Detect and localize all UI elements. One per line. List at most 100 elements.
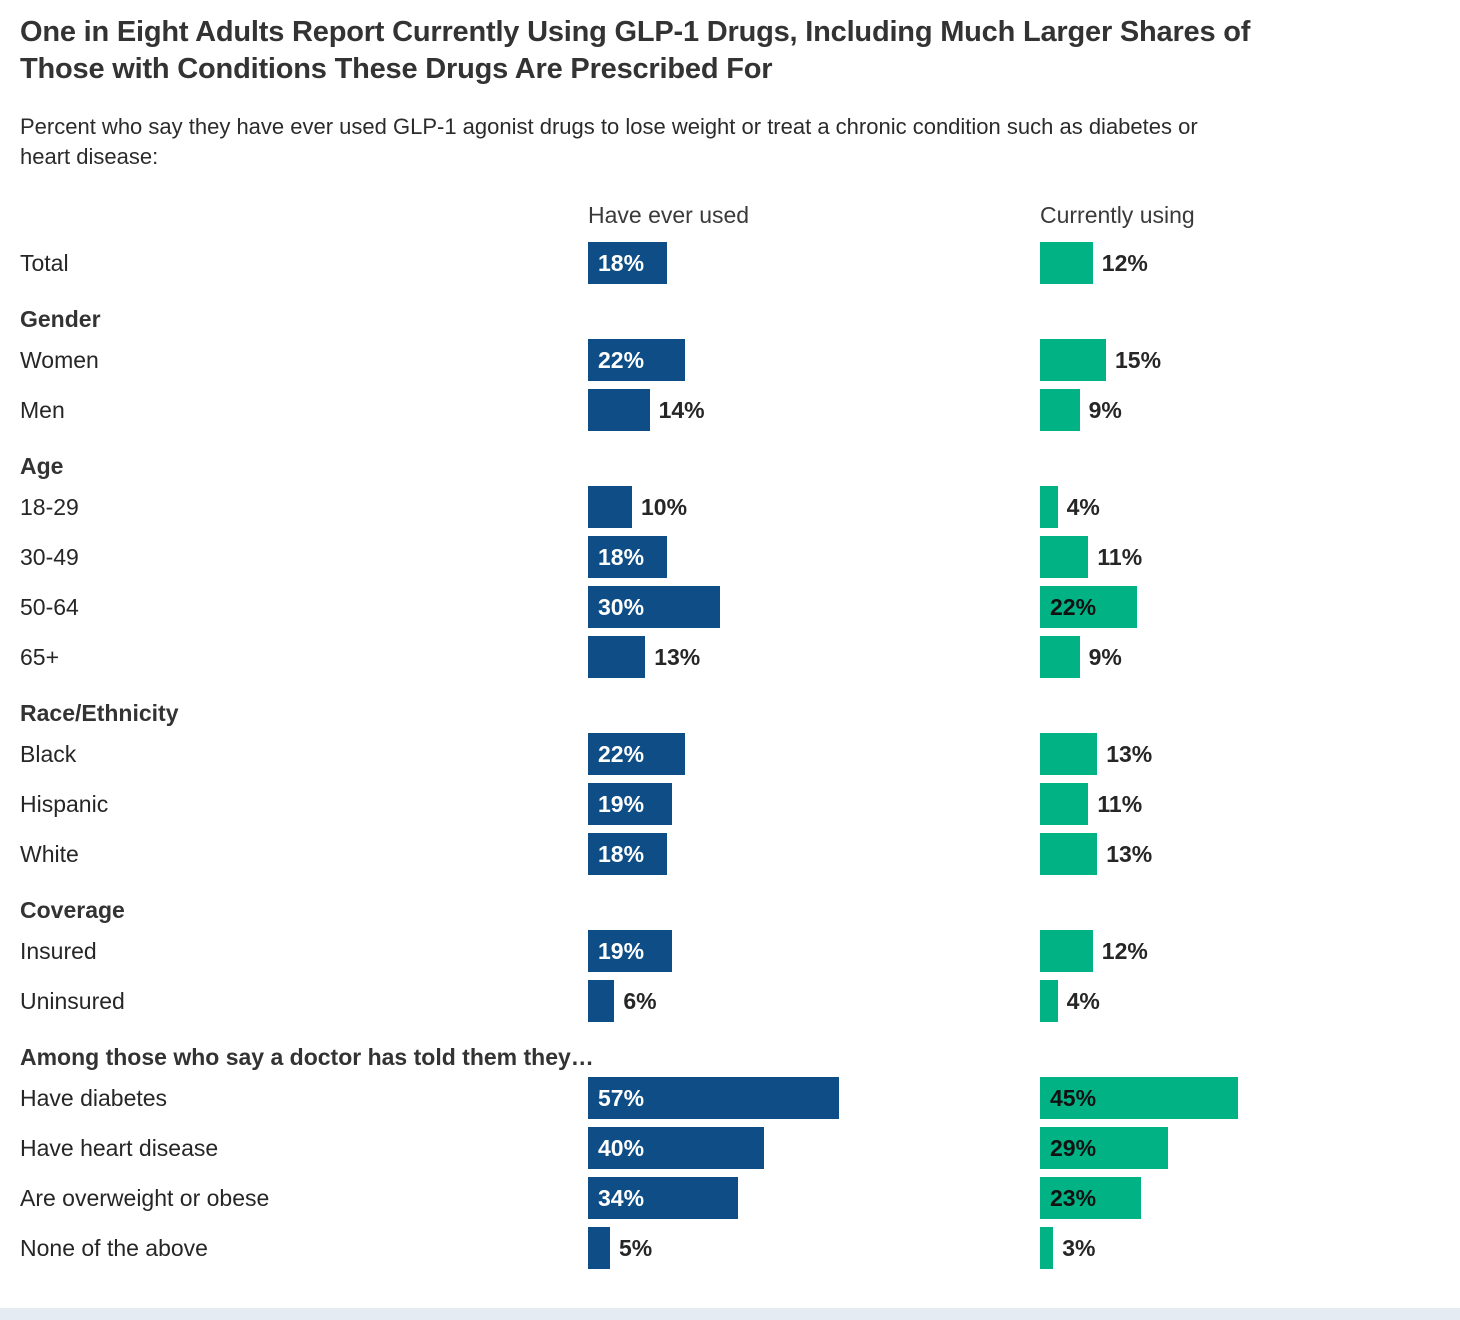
ever-bar-cell: 22% [588, 339, 1040, 389]
row-label: Insured [20, 938, 97, 964]
ever-bar-cell: 34% [588, 1177, 1040, 1227]
current-value-label: 12% [1101, 250, 1148, 276]
current-bar [1040, 486, 1058, 528]
chart-row: 30-49 18% 11% [20, 536, 1440, 586]
row-label: Hispanic [20, 791, 109, 817]
ever-bar-cell: 22% [588, 733, 1040, 783]
ever-bar: 18% [588, 536, 668, 578]
chart-title-line-2: Those with Conditions These Drugs Are Pr… [20, 53, 773, 85]
current-bar [1040, 980, 1058, 1022]
current-value-label: 45% [1050, 1084, 1097, 1111]
row-label: None of the above [20, 1235, 208, 1261]
chart-title-line-1: One in Eight Adults Report Currently Usi… [20, 16, 1251, 48]
ever-bar-cell: 57% [588, 1077, 1040, 1127]
ever-value-label: 6% [623, 988, 657, 1014]
chart-title: One in Eight Adults Report Currently Usi… [20, 14, 1440, 88]
dual-bar-chart: Have ever used Currently using Total 18% 1… [20, 202, 1440, 1277]
ever-bar: 18% [588, 242, 668, 284]
current-bar-cell: 9% [1040, 636, 1440, 686]
chart-row: Insured 19% 12% [20, 930, 1440, 980]
chart-row: Women 22% 15% [20, 339, 1440, 389]
ever-bar-cell: 19% [588, 783, 1040, 833]
chart-subtitle-line-1: Percent who say they have ever used GLP-… [20, 114, 1198, 139]
chart-rows: Total 18% 12% Gender Women 22% 15% Men 14% 9% Age 1… [20, 242, 1440, 1277]
current-value-label: 13% [1106, 841, 1153, 867]
ever-bar [588, 980, 615, 1022]
current-value-label: 29% [1050, 1134, 1097, 1161]
ever-value-label: 18% [598, 840, 645, 867]
row-label: Women [20, 347, 99, 373]
ever-bar: 22% [588, 733, 685, 775]
column-header-currently-using: Currently using [1040, 202, 1195, 228]
current-bar [1040, 536, 1089, 578]
chart-row: Total 18% 12% [20, 242, 1440, 292]
row-label: 50-64 [20, 594, 79, 620]
ever-bar-cell: 14% [588, 389, 1040, 439]
current-bar [1040, 242, 1093, 284]
section-header: Age [20, 453, 64, 479]
current-bar-cell: 12% [1040, 930, 1440, 980]
ever-bar-cell: 5% [588, 1227, 1040, 1277]
chart-row: White 18% 13% [20, 833, 1440, 883]
current-bar [1040, 1227, 1054, 1269]
ever-bar-cell: 10% [588, 486, 1040, 536]
current-value-label: 11% [1097, 544, 1143, 570]
ever-bar-cell: 6% [588, 980, 1040, 1030]
row-label: Men [20, 397, 65, 423]
ever-bar: 34% [588, 1177, 738, 1219]
chart-row: 18-29 10% 4% [20, 486, 1440, 536]
row-label: Have diabetes [20, 1085, 168, 1111]
current-value-label: 4% [1066, 988, 1100, 1014]
current-bar-cell: 11% [1040, 783, 1440, 833]
current-value-label: 4% [1066, 494, 1100, 520]
chart-row: Are overweight or obese 34% 23% [20, 1177, 1440, 1227]
ever-value-label: 57% [598, 1084, 645, 1111]
current-value-label: 22% [1050, 593, 1097, 620]
ever-value-label: 22% [598, 740, 645, 767]
current-bar: 29% [1040, 1127, 1168, 1169]
ever-bar-cell: 30% [588, 586, 1040, 636]
ever-bar: 18% [588, 833, 668, 875]
section-header: Gender [20, 306, 101, 332]
current-bar-cell: 9% [1040, 389, 1440, 439]
ever-value-label: 18% [598, 249, 645, 276]
ever-bar [588, 1227, 610, 1269]
chart-subtitle-line-2: heart disease: [20, 144, 159, 169]
current-value-label: 9% [1088, 644, 1122, 670]
row-label: Black [20, 741, 77, 767]
section-header: Coverage [20, 897, 125, 923]
row-label: 65+ [20, 644, 60, 670]
footer-strip [0, 1308, 1460, 1320]
current-value-label: 3% [1062, 1235, 1096, 1261]
ever-value-label: 40% [598, 1134, 645, 1161]
chart-row: Black 22% 13% [20, 733, 1440, 783]
chart-row: Men 14% 9% [20, 389, 1440, 439]
ever-bar: 57% [588, 1077, 839, 1119]
row-label: 18-29 [20, 494, 79, 520]
current-bar-cell: 12% [1040, 242, 1440, 292]
column-header-have-ever-used: Have ever used [588, 202, 750, 228]
current-bar-cell: 22% [1040, 586, 1440, 636]
current-bar [1040, 930, 1093, 972]
current-bar-cell: 45% [1040, 1077, 1440, 1127]
current-bar-cell: 29% [1040, 1127, 1440, 1177]
current-bar: 22% [1040, 586, 1137, 628]
current-bar [1040, 833, 1098, 875]
current-bar [1040, 783, 1089, 825]
column-header-spacer [20, 202, 588, 242]
current-bar-cell: 15% [1040, 339, 1440, 389]
current-bar [1040, 636, 1080, 678]
row-label: Uninsured [20, 988, 125, 1014]
current-value-label: 15% [1115, 347, 1162, 373]
ever-value-label: 18% [598, 543, 645, 570]
ever-value-label: 10% [641, 494, 688, 520]
ever-bar: 19% [588, 930, 672, 972]
section-header: Race/Ethnicity [20, 700, 179, 726]
chart-content: One in Eight Adults Report Currently Usi… [20, 14, 1440, 1277]
section-header: Among those who say a doctor has told th… [20, 1044, 594, 1070]
ever-bar [588, 486, 632, 528]
chart-row: Hispanic 19% 11% [20, 783, 1440, 833]
current-bar [1040, 389, 1080, 431]
ever-value-label: 5% [619, 1235, 653, 1261]
